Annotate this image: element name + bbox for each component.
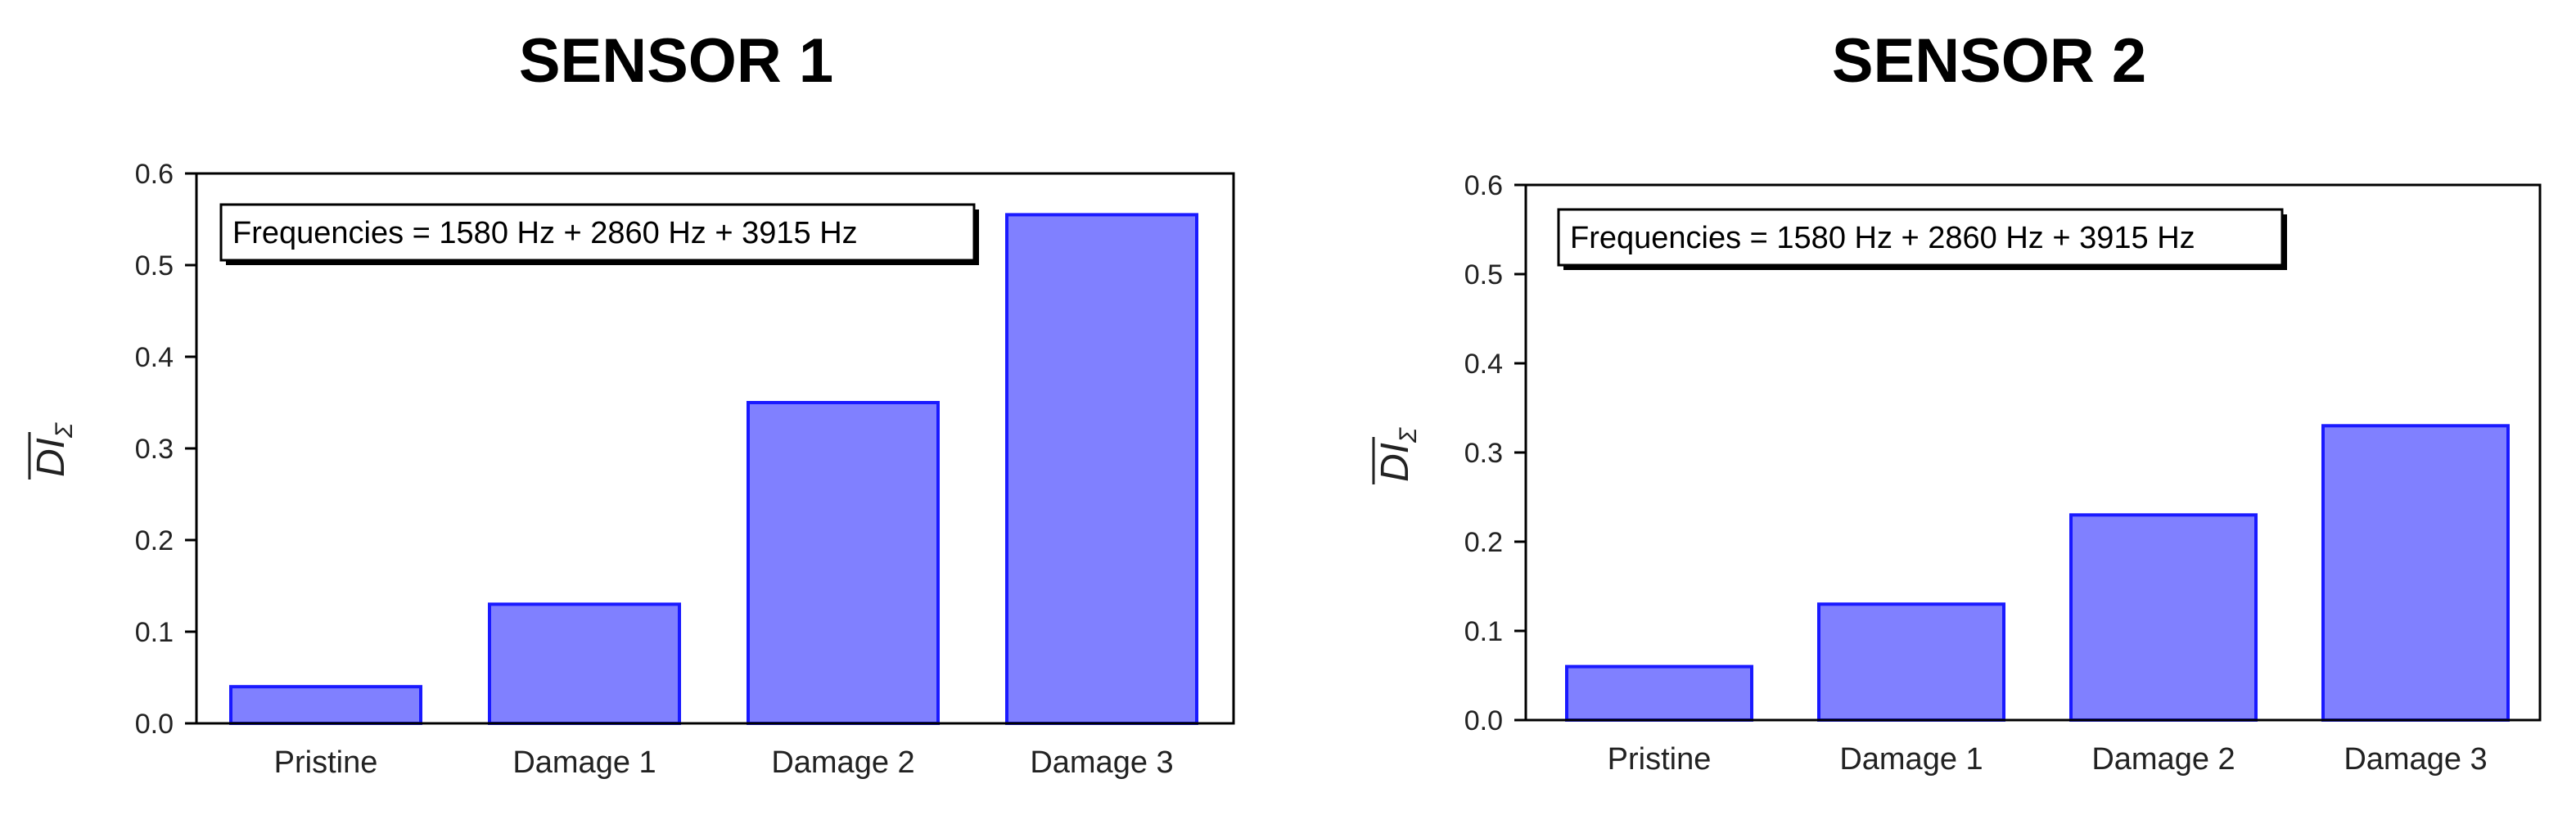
y-tick-label: 0.2 <box>135 525 174 556</box>
bar-damage-2 <box>2069 513 2258 722</box>
y-tick-label: 0.0 <box>135 709 174 740</box>
sensor-2-chart: SENSOR 2 Pristine Damage 1 Damage 2 Damage 3… <box>1372 26 2542 777</box>
y-axis-label-group: DIΣ <box>28 422 78 480</box>
bar-pristine <box>229 685 422 726</box>
y-tick-label: 0.2 <box>1464 527 1503 558</box>
bar-pristine <box>1565 664 1753 722</box>
annotation-text: Frequencies = 1580 Hz + 2860 Hz + 3915 H… <box>232 216 858 250</box>
y-tick-label: 0.5 <box>1464 259 1503 290</box>
y-axis-label-subscript: Σ <box>1395 427 1422 444</box>
y-axis-label-main: DI <box>29 438 73 477</box>
annotation-box <box>219 203 976 262</box>
y-axis-label: DIΣ <box>29 422 78 477</box>
y-axis-label-group: DIΣ <box>1372 427 1422 484</box>
bar-damage-1 <box>488 602 681 726</box>
annotation-box <box>1557 208 2284 267</box>
y-tick-label: 0.1 <box>1464 616 1503 647</box>
x-tick-label: Damage 1 <box>512 745 656 780</box>
y-tick-label: 0.4 <box>135 342 174 373</box>
bar-damage-1 <box>1817 602 2005 722</box>
y-tick-label: 0.3 <box>135 434 174 465</box>
chart-title: SENSOR 1 <box>519 26 833 96</box>
y-tick-label: 0.4 <box>1464 349 1503 380</box>
y-tick-label: 0.3 <box>1464 438 1503 469</box>
annotation-text: Frequencies = 1580 Hz + 2860 Hz + 3915 H… <box>1570 221 2195 255</box>
x-tick-label: Damage 2 <box>2091 742 2235 777</box>
x-tick-label: Damage 3 <box>2344 742 2487 777</box>
x-tick-label: Pristine <box>274 745 378 780</box>
x-tick-label: Damage 1 <box>1839 742 1983 777</box>
x-tick-label: Damage 2 <box>771 745 914 780</box>
y-tick-label: 0.0 <box>1464 705 1503 736</box>
y-axis-label-main: DI <box>1374 443 1417 482</box>
bar-damage-2 <box>747 401 940 725</box>
y-tick-label: 0.5 <box>135 250 174 281</box>
y-axis-label-subscript: Σ <box>51 422 78 439</box>
bar-damage-3 <box>2321 424 2510 722</box>
x-tick-label: Damage 3 <box>1030 745 1173 780</box>
sensor-1-chart: SENSOR 1 Pristine Damage 1 Damage 2 Damage 3… <box>28 26 1235 780</box>
chart-title: SENSOR 2 <box>1832 26 2146 96</box>
y-tick-label: 0.1 <box>135 617 174 648</box>
bar-damage-3 <box>1005 213 1198 725</box>
y-axis-label: DIΣ <box>1374 427 1422 482</box>
y-tick-label: 0.6 <box>135 159 174 190</box>
x-tick-label: Pristine <box>1608 742 1712 777</box>
y-tick-label: 0.6 <box>1464 170 1503 201</box>
